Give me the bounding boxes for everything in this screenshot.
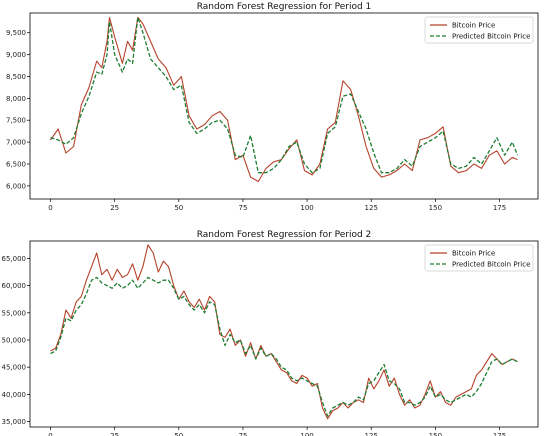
y-tick-label: 8,500 bbox=[6, 73, 26, 81]
legend: Bitcoin Price Predicted Bitcoin Price bbox=[424, 244, 534, 272]
legend-label: Bitcoin Price bbox=[452, 22, 495, 30]
y-tick-label: 35,000 bbox=[2, 418, 27, 426]
x-tick-label: 0 bbox=[48, 204, 52, 212]
y-tick-label: 45,000 bbox=[2, 364, 27, 372]
x-tick-label: 75 bbox=[238, 432, 247, 436]
y-tick-label: 9,000 bbox=[6, 51, 26, 59]
x-tick-label: 100 bbox=[300, 432, 313, 436]
chart-title: Random Forest Regression for Period 2 bbox=[197, 230, 372, 240]
chart-title: Random Forest Regression for Period 1 bbox=[197, 2, 372, 12]
y-tick-label: 6,000 bbox=[6, 182, 26, 190]
y-tick-label: 7,500 bbox=[6, 117, 26, 125]
y-tick-label: 9,500 bbox=[6, 29, 26, 37]
chart-panel-period-2: Random Forest Regression for Period 2 0 25… bbox=[2, 230, 539, 436]
series-line-predicted bbox=[50, 276, 518, 417]
legend-label: Predicted Bitcoin Price bbox=[452, 261, 530, 269]
x-tick-label: 50 bbox=[174, 432, 183, 436]
x-tick-label: 150 bbox=[429, 204, 442, 212]
y-tick-label: 50,000 bbox=[2, 336, 27, 344]
legend-box bbox=[424, 16, 534, 44]
x-tick-label: 50 bbox=[174, 204, 183, 212]
y-tick-label: 7,000 bbox=[6, 139, 26, 147]
x-tick-label: 25 bbox=[110, 432, 119, 436]
y-tick-label: 8,000 bbox=[6, 95, 26, 103]
legend-box bbox=[424, 244, 534, 272]
x-tick-label: 125 bbox=[365, 432, 378, 436]
x-tick-label: 150 bbox=[429, 432, 442, 436]
plot-frame bbox=[29, 240, 539, 428]
series-line-actual bbox=[50, 244, 518, 420]
x-tick-label: 175 bbox=[493, 204, 506, 212]
series-line-predicted bbox=[50, 16, 519, 174]
legend-label: Predicted Bitcoin Price bbox=[452, 33, 530, 41]
y-tick-label: 6,500 bbox=[6, 160, 26, 168]
x-tick-label: 25 bbox=[110, 204, 119, 212]
y-tick-label: 60,000 bbox=[2, 282, 27, 290]
y-tick-label: 65,000 bbox=[2, 255, 27, 263]
plot-frame bbox=[29, 12, 539, 200]
x-tick-label: 0 bbox=[48, 432, 52, 436]
x-tick-label: 175 bbox=[493, 432, 506, 436]
legend: Bitcoin Price Predicted Bitcoin Price bbox=[424, 16, 534, 44]
chart-panel-period-1: Random Forest Regression for Period 1 0 25… bbox=[6, 2, 539, 212]
x-tick-label: 125 bbox=[365, 204, 378, 212]
x-tick-label: 100 bbox=[300, 204, 313, 212]
x-tick-label: 75 bbox=[238, 204, 247, 212]
legend-label: Bitcoin Price bbox=[452, 250, 495, 258]
series-line-actual bbox=[50, 16, 518, 183]
y-tick-label: 40,000 bbox=[2, 391, 27, 399]
y-tick-label: 55,000 bbox=[2, 309, 27, 317]
